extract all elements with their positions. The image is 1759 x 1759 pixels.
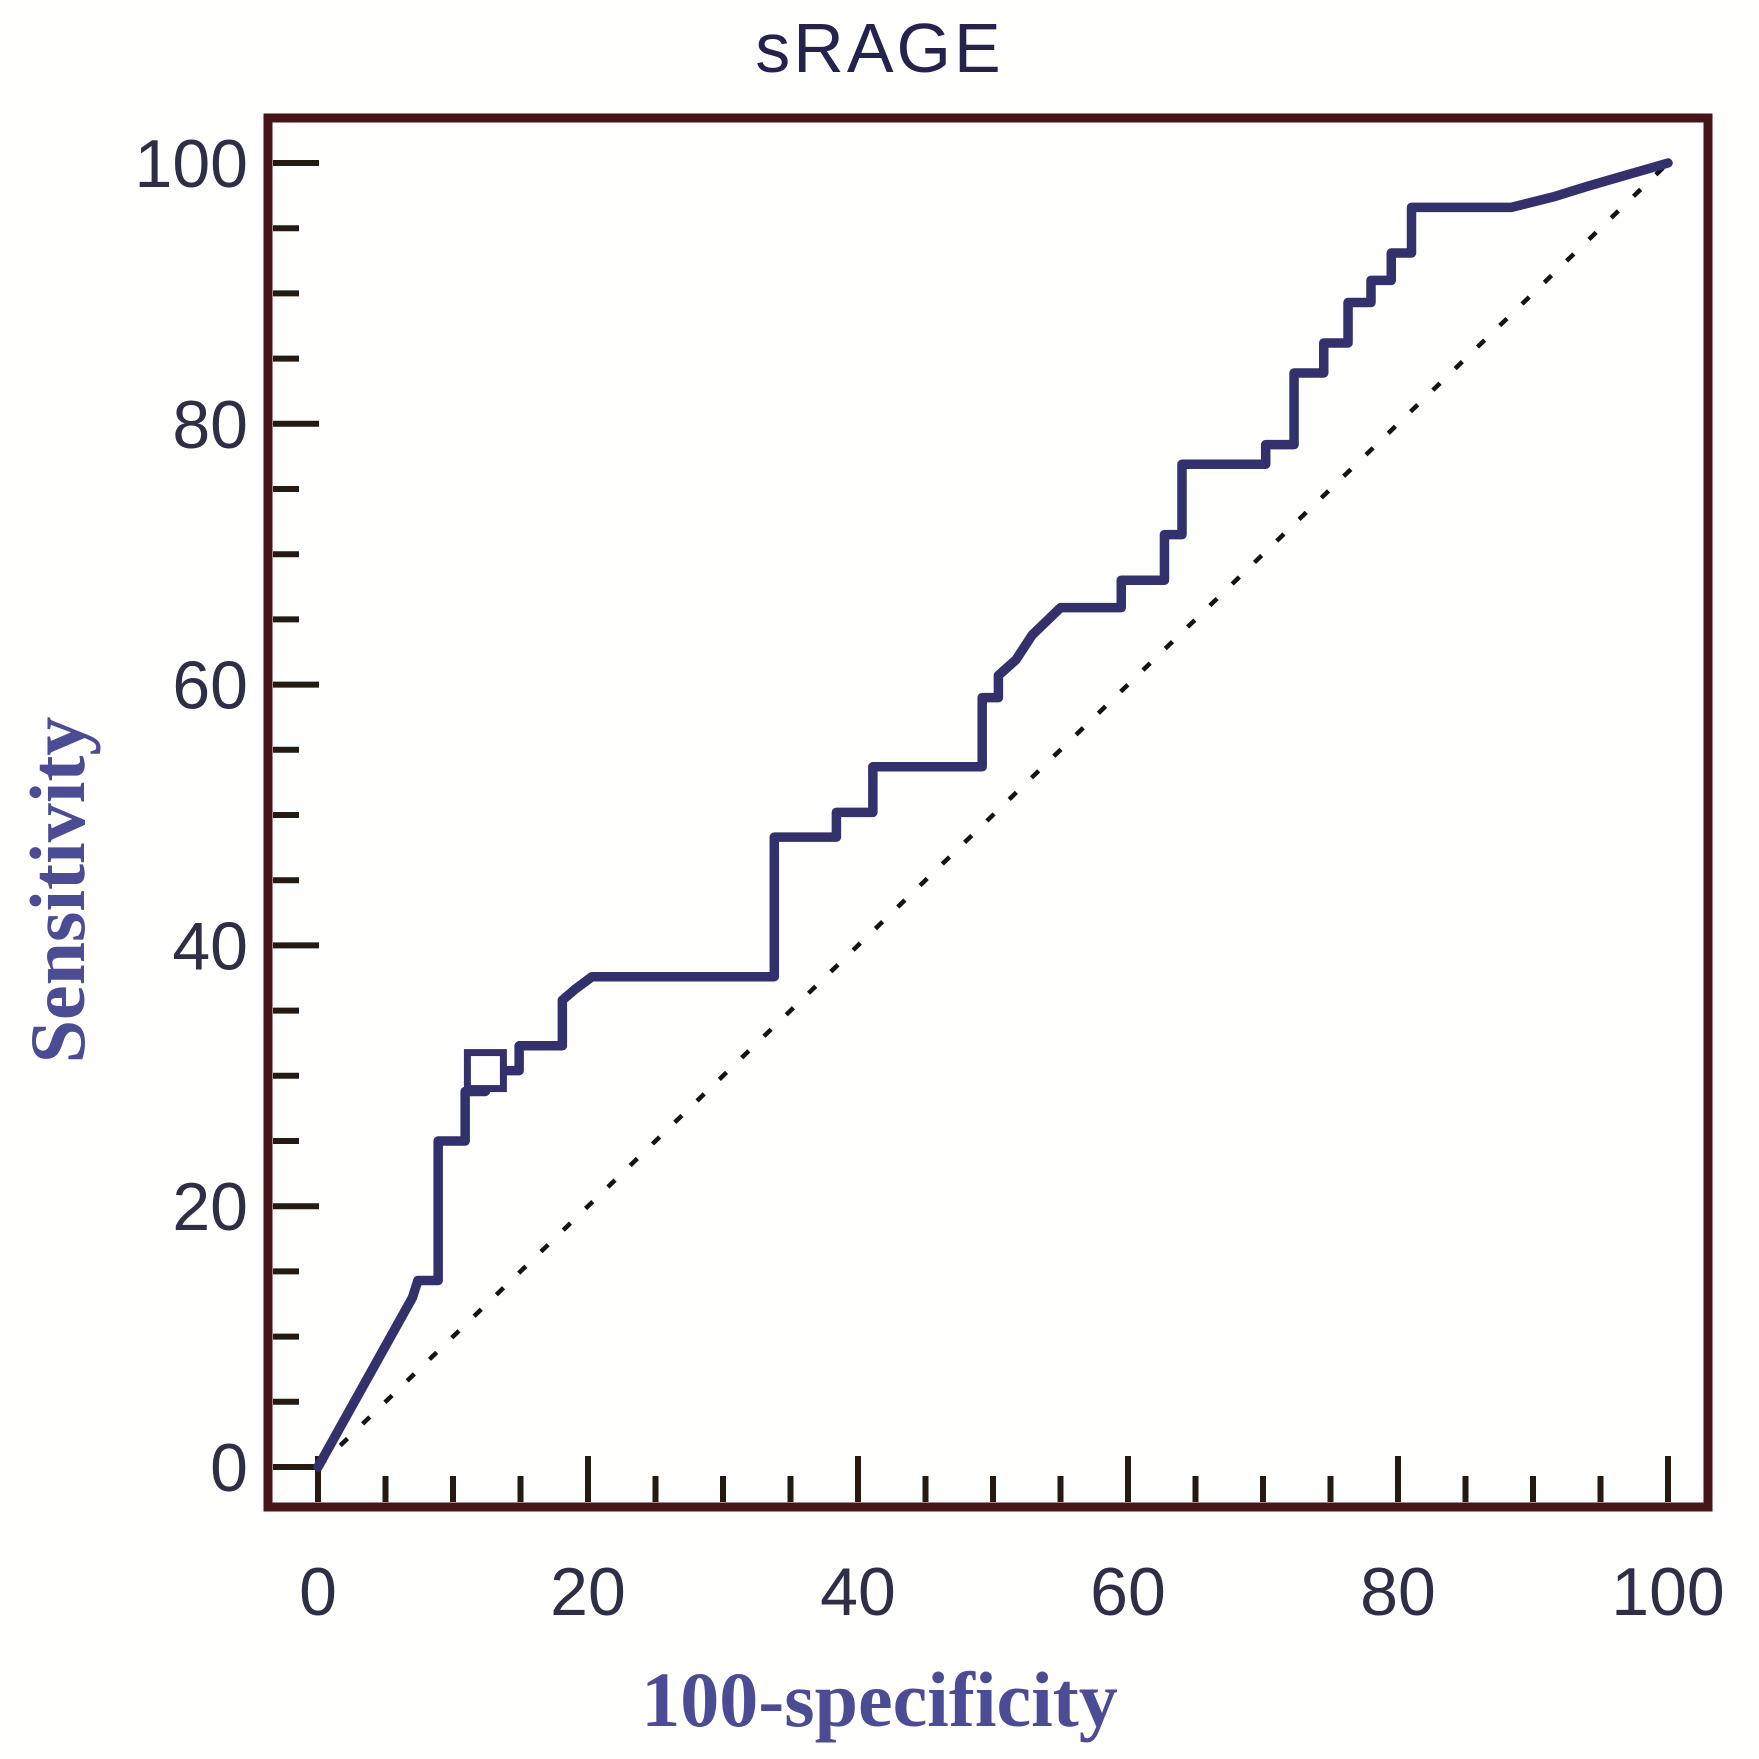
x-tick-label: 0	[299, 1554, 337, 1630]
y-tick-label: 20	[172, 1169, 248, 1245]
x-axis-title: 100-specificity	[641, 1656, 1118, 1743]
chance-diagonal-line	[316, 161, 1670, 1469]
y-tick-label: 60	[172, 648, 248, 724]
x-tick-label: 60	[1090, 1554, 1166, 1630]
roc-curve	[313, 158, 1673, 1472]
operating-point-marker	[463, 1049, 507, 1093]
x-tick-label: 20	[550, 1554, 626, 1630]
x-tick-label: 100	[1611, 1554, 1724, 1630]
x-tick-label: 80	[1360, 1554, 1436, 1630]
y-tick-label: 40	[172, 908, 248, 984]
plot-frame	[263, 113, 1713, 1512]
y-tick-label: 0	[210, 1430, 248, 1506]
y-tick-label: 80	[172, 387, 248, 463]
y-tick-label: 100	[135, 126, 248, 202]
x-tick-label: 40	[820, 1554, 896, 1630]
chart-title: sRAGE	[755, 9, 1004, 87]
